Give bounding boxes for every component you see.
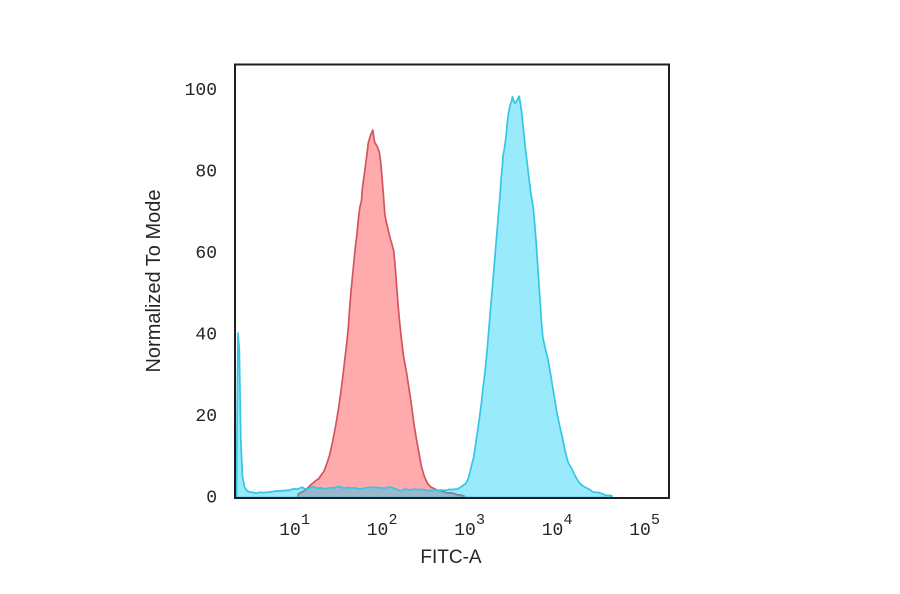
svg-text:10: 10 xyxy=(279,521,301,541)
svg-text:0: 0 xyxy=(206,489,217,509)
svg-text:60: 60 xyxy=(195,244,217,264)
svg-text:2: 2 xyxy=(389,512,398,529)
svg-text:4: 4 xyxy=(564,512,573,529)
svg-text:Normalized To Mode: Normalized To Mode xyxy=(143,189,165,372)
svg-text:40: 40 xyxy=(195,326,217,346)
svg-text:5: 5 xyxy=(651,512,660,529)
svg-text:10: 10 xyxy=(454,521,476,541)
svg-text:10: 10 xyxy=(629,521,651,541)
svg-text:10: 10 xyxy=(367,521,389,541)
svg-text:100: 100 xyxy=(185,81,217,101)
svg-text:80: 80 xyxy=(195,163,217,183)
svg-text:3: 3 xyxy=(476,512,485,529)
svg-text:10: 10 xyxy=(542,521,564,541)
svg-text:20: 20 xyxy=(195,407,217,427)
svg-text:1: 1 xyxy=(301,512,310,529)
svg-text:FITC-A: FITC-A xyxy=(420,547,482,568)
